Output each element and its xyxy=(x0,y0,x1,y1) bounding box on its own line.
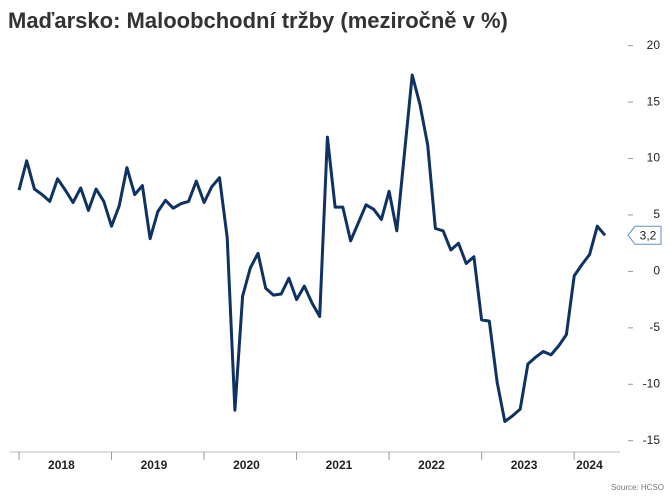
x-tick-label: 2020 xyxy=(233,458,260,472)
y-tick-label: -5 xyxy=(649,320,660,334)
x-tick-label: 2019 xyxy=(141,458,168,472)
line xyxy=(17,73,607,423)
value-callout xyxy=(627,225,662,245)
y-tick-label: 5 xyxy=(653,207,660,221)
x-tick-label: 2022 xyxy=(418,458,445,472)
y-tick-label: -10 xyxy=(643,376,661,390)
chart-title: Maďarsko: Maloobchodní tržby (meziročně … xyxy=(8,8,508,33)
x-tick-label: 2024 xyxy=(576,458,603,472)
y-tick-label: 15 xyxy=(647,94,661,108)
y-tick-label: 0 xyxy=(653,264,660,278)
x-tick-label: 2021 xyxy=(326,458,353,472)
x-tick-label: 2018 xyxy=(48,458,75,472)
source: Source: HCSO xyxy=(611,483,664,492)
y-tick-label: 10 xyxy=(647,151,661,165)
value-label: 3,2 xyxy=(640,228,657,242)
y-tick-label: 20 xyxy=(647,38,661,52)
y-tick-label: -15 xyxy=(643,433,661,447)
x-tick-label: 2023 xyxy=(511,458,538,472)
